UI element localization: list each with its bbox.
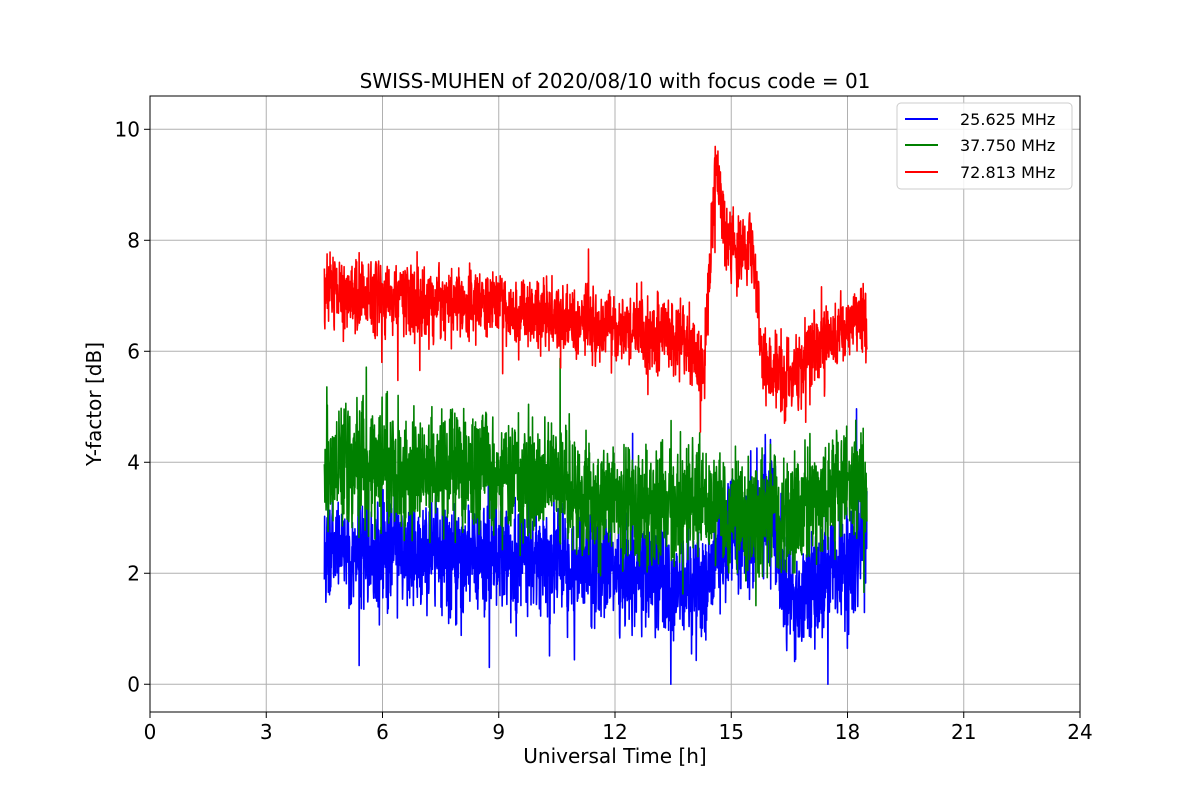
x-axis-label: Universal Time [h] xyxy=(523,744,706,768)
x-tick-label: 0 xyxy=(144,720,157,744)
x-tick-label: 12 xyxy=(602,720,627,744)
series-line-25625 xyxy=(323,408,868,686)
y-tick-label: 8 xyxy=(127,228,140,252)
y-axis-ticks: 0 2 4 6 8 10 xyxy=(115,117,150,696)
y-tick-label: 2 xyxy=(127,561,140,585)
series-line-72813 xyxy=(323,145,868,433)
legend-label-37750: 37.750 MHz xyxy=(960,136,1055,155)
plot-series xyxy=(323,145,868,686)
x-tick-label: 9 xyxy=(492,720,505,744)
x-tick-label: 18 xyxy=(835,720,860,744)
x-tick-label: 3 xyxy=(260,720,273,744)
series-line-37750 xyxy=(323,357,868,607)
y-tick-label: 10 xyxy=(115,117,140,141)
x-tick-label: 24 xyxy=(1067,720,1092,744)
legend-label-25625: 25.625 MHz xyxy=(960,110,1055,129)
chart-title: SWISS-MUHEN of 2020/08/10 with focus cod… xyxy=(360,69,871,93)
legend-label-72813: 72.813 MHz xyxy=(960,163,1055,182)
y-tick-label: 0 xyxy=(127,672,140,696)
y-tick-label: 6 xyxy=(127,339,140,363)
legend-box xyxy=(896,102,1073,190)
x-tick-label: 15 xyxy=(719,720,744,744)
x-axis-ticks: 0 3 6 9 12 15 18 21 24 xyxy=(144,712,1093,744)
x-tick-label: 21 xyxy=(951,720,976,744)
y-axis-label: Y-factor [dB] xyxy=(82,342,106,467)
legend: 25.625 MHz 37.750 MHz 72.813 MHz xyxy=(896,102,1073,190)
y-tick-label: 4 xyxy=(127,450,140,474)
x-tick-label: 6 xyxy=(376,720,389,744)
